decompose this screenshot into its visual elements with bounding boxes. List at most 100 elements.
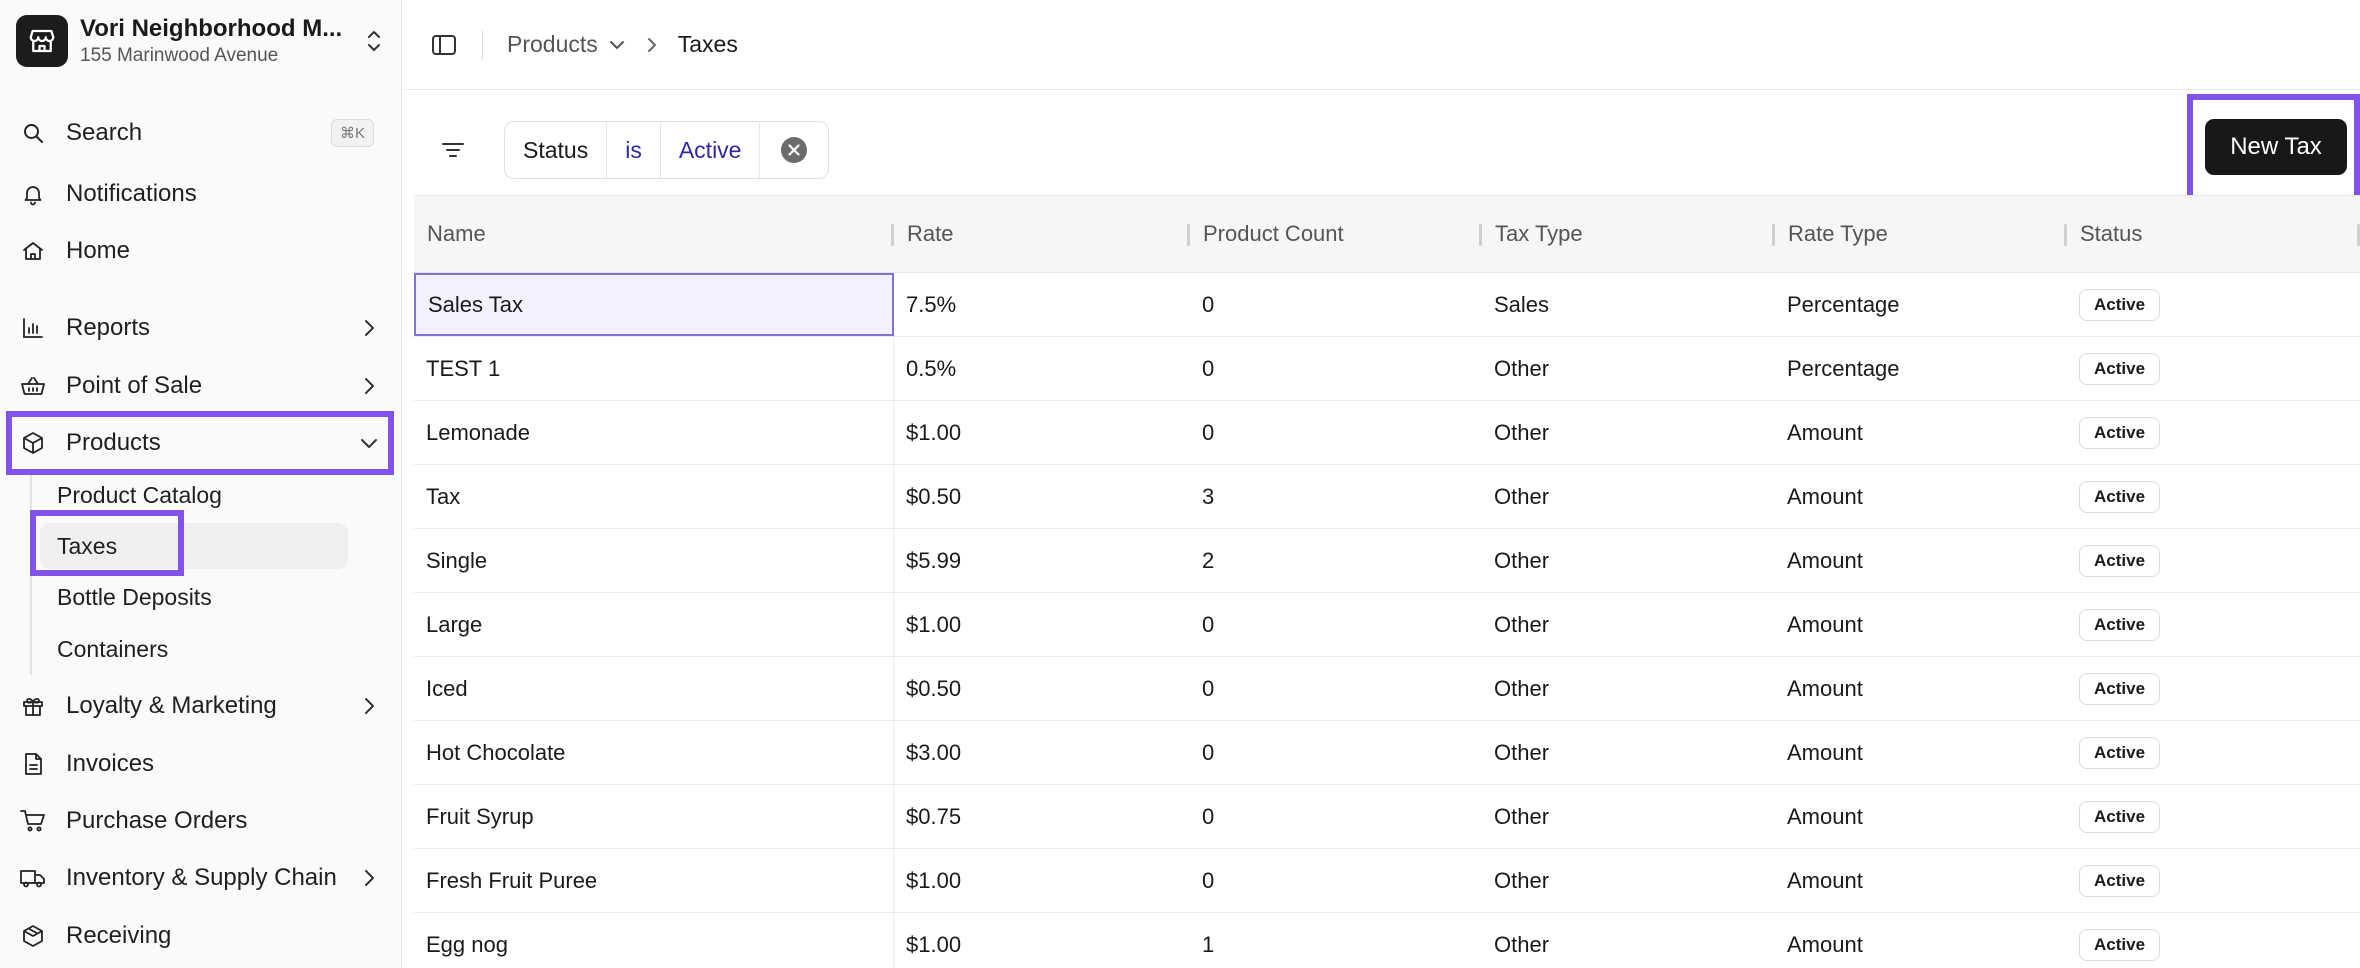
filter-icon[interactable] <box>440 132 466 168</box>
table-row[interactable]: Hot Chocolate $3.00 0 Other Amount Active <box>414 721 2360 785</box>
cell-tax-type: Other <box>1494 419 1550 445</box>
cell-rate-type: Amount <box>1787 675 1863 701</box>
column-header-product-count[interactable]: Product Count <box>1190 196 1482 272</box>
new-tax-button[interactable]: New Tax <box>2205 119 2347 175</box>
chevron-right-icon <box>354 313 384 343</box>
cell-rate: 0.5% <box>906 355 957 381</box>
cell-status: Active <box>2067 657 2360 720</box>
table-row[interactable]: Lemonade $1.00 0 Other Amount Active <box>414 401 2360 465</box>
cell-product-count: 0 <box>1202 611 1215 637</box>
sidebar-toggle-icon[interactable] <box>426 27 462 63</box>
cell-product-count: 0 <box>1202 291 1215 317</box>
column-resize-handle[interactable] <box>1479 224 1482 246</box>
cell-product-count: 3 <box>1202 483 1215 509</box>
column-resize-handle[interactable] <box>1772 224 1775 246</box>
gift-icon <box>18 691 48 721</box>
chevron-right-icon <box>354 691 384 721</box>
top-bar: Products Taxes <box>402 0 2360 90</box>
sidebar-item-label: Invoices <box>66 750 155 777</box>
cell-tax-type: Other <box>1494 547 1550 573</box>
cell-product-count: 0 <box>1202 739 1215 765</box>
bell-icon <box>18 179 48 209</box>
cell-status: Active <box>2067 337 2360 400</box>
sidebar: Vori Neighborhood M... 155 Marinwood Ave… <box>0 0 402 968</box>
document-icon <box>18 749 48 779</box>
cell-rate: $1.00 <box>906 867 962 893</box>
sidebar-subitem-containers[interactable]: Containers <box>57 635 169 662</box>
chevron-up-down-icon[interactable] <box>362 26 386 56</box>
sidebar-item-label: Products <box>66 429 161 456</box>
chevron-right-icon <box>354 863 384 893</box>
column-resize-handle[interactable] <box>2357 224 2360 246</box>
column-header-rate[interactable]: Rate <box>894 196 1190 272</box>
column-header-rate-type[interactable]: Rate Type <box>1775 196 2067 272</box>
filter-operator[interactable]: is <box>607 122 661 178</box>
table-row[interactable]: Sales Tax 7.5% 0 Sales Percentage Active <box>414 273 2360 337</box>
table-row[interactable]: TEST 1 0.5% 0 Other Percentage Active <box>414 337 2360 401</box>
breadcrumb-products[interactable]: Products <box>507 31 626 58</box>
sidebar-item-reports[interactable]: Reports <box>10 303 390 353</box>
cell-tax-type: Sales <box>1494 291 1550 317</box>
column-resize-handle[interactable] <box>891 224 894 246</box>
sidebar-item-home[interactable]: Home <box>10 226 390 276</box>
sidebar-subitem-product-catalog[interactable]: Product Catalog <box>57 481 222 508</box>
sidebar-subitem-bottle-deposits[interactable]: Bottle Deposits <box>57 583 212 610</box>
chevron-right-icon <box>354 371 384 401</box>
sidebar-item-loyalty-marketing[interactable]: Loyalty & Marketing <box>10 681 390 731</box>
sidebar-item-invoices[interactable]: Invoices <box>10 739 390 789</box>
table-row[interactable]: Tax $0.50 3 Other Amount Active <box>414 465 2360 529</box>
column-resize-handle[interactable] <box>2064 224 2067 246</box>
status-badge: Active <box>2079 864 2161 897</box>
chevron-right-icon <box>646 36 658 54</box>
sidebar-item-point-of-sale[interactable]: Point of Sale <box>10 361 390 411</box>
status-badge: Active <box>2079 416 2161 449</box>
basket-icon <box>18 371 48 401</box>
table-row[interactable]: Fresh Fruit Puree $1.00 0 Other Amount Active <box>414 849 2360 913</box>
store-switcher[interactable]: Vori Neighborhood M... 155 Marinwood Ave… <box>16 12 386 70</box>
chevron-down-icon <box>354 428 384 458</box>
cart-icon <box>18 806 48 836</box>
column-header-name[interactable]: Name <box>414 196 894 272</box>
table-row[interactable]: Egg nog $1.00 1 Other Amount Active <box>414 913 2360 968</box>
column-header-label: Status <box>2080 221 2143 246</box>
sidebar-item-products[interactable]: Products <box>10 418 390 468</box>
table-row[interactable]: Iced $0.50 0 Other Amount Active <box>414 657 2360 721</box>
cell-rate: $0.75 <box>906 803 962 829</box>
sidebar-item-purchase-orders[interactable]: Purchase Orders <box>10 796 390 846</box>
cell-product-count: 0 <box>1202 867 1215 893</box>
column-header-label: Rate Type <box>1788 221 1888 246</box>
table-body: Sales Tax 7.5% 0 Sales Percentage Active TEST … <box>414 273 2360 968</box>
column-header-status[interactable]: Status <box>2067 196 2360 272</box>
table-row[interactable]: Fruit Syrup $0.75 0 Other Amount Active <box>414 785 2360 849</box>
table-row[interactable]: Large $1.00 0 Other Amount Active <box>414 593 2360 657</box>
status-badge: Active <box>2079 480 2161 513</box>
sidebar-item-search[interactable]: Search ⌘K <box>10 108 390 158</box>
cell-name: Fruit Syrup <box>414 785 894 848</box>
cell-tax-type: Other <box>1494 675 1550 701</box>
cell-tax-type: Other <box>1494 355 1550 381</box>
sidebar-item-notifications[interactable]: Notifications <box>10 169 390 219</box>
cell-name: Iced <box>414 657 894 720</box>
sidebar-item-inventory-supply-chain[interactable]: Inventory & Supply Chain <box>10 853 390 903</box>
sidebar-subitem-taxes[interactable]: Taxes <box>40 523 348 569</box>
sidebar-item-label: Purchase Orders <box>66 807 248 834</box>
sidebar-item-label: Reports <box>66 314 151 341</box>
filter-field[interactable]: Status <box>505 122 608 178</box>
table-row[interactable]: Single $5.99 2 Other Amount Active <box>414 529 2360 593</box>
cell-rate: $5.99 <box>906 547 962 573</box>
column-header-tax-type[interactable]: Tax Type <box>1482 196 1775 272</box>
column-header-label: Name <box>427 221 486 246</box>
cell-status: Active <box>2067 529 2360 592</box>
column-resize-handle[interactable] <box>1187 224 1190 246</box>
status-badge: Active <box>2079 928 2161 961</box>
cell-product-count: 0 <box>1202 419 1215 445</box>
sidebar-item-receiving[interactable]: Receiving <box>10 911 390 961</box>
filter-value[interactable]: Active <box>661 122 761 178</box>
cell-rate: $1.00 <box>906 611 962 637</box>
cell-rate-type: Amount <box>1787 611 1863 637</box>
cell-rate: $1.00 <box>906 931 962 957</box>
store-address: 155 Marinwood Avenue <box>80 45 279 66</box>
clear-filter-icon[interactable] <box>760 122 828 178</box>
breadcrumb-current: Taxes <box>677 31 738 57</box>
status-filter-chip[interactable]: Status is Active <box>504 121 830 179</box>
